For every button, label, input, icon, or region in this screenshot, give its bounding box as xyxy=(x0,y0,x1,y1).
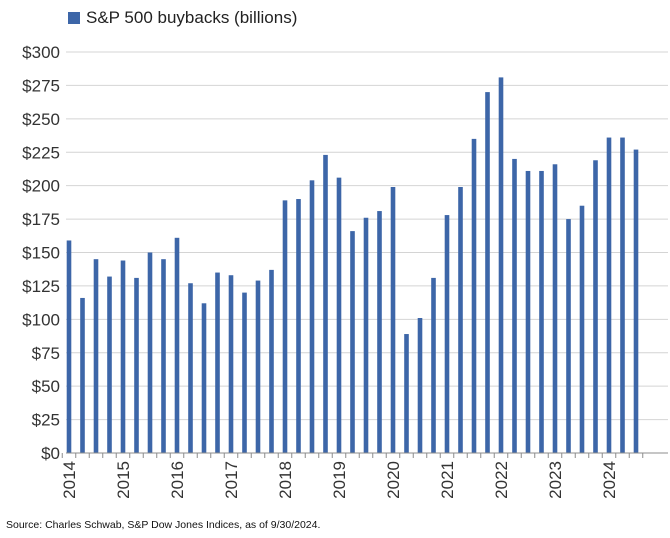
source-note: Source: Charles Schwab, S&P Dow Jones In… xyxy=(6,519,321,531)
bar xyxy=(93,259,99,453)
bar xyxy=(525,170,531,453)
bar xyxy=(606,137,612,454)
bar xyxy=(323,154,328,454)
x-tick-label: 2022 xyxy=(492,461,511,499)
legend: S&P 500 buybacks (billions) xyxy=(68,8,297,28)
y-tick-label: $75 xyxy=(32,344,60,363)
y-tick-label: $275 xyxy=(22,76,60,95)
bar xyxy=(593,160,598,453)
bar xyxy=(174,237,180,453)
bar xyxy=(458,187,463,453)
bars xyxy=(66,77,639,454)
bar xyxy=(255,280,261,453)
y-axis-ticks: $0 $25 $50 $75 $100 $125 $150 $175 $200 $225 $250 $… xyxy=(22,43,60,463)
y-tick-label: $50 xyxy=(32,377,60,396)
legend-label: S&P 500 buybacks (billions) xyxy=(86,8,298,27)
y-tick-label: $200 xyxy=(22,177,60,196)
bar xyxy=(377,211,382,453)
bar xyxy=(363,217,369,453)
bar xyxy=(431,277,436,453)
bar xyxy=(350,231,355,453)
x-tick-label: 2016 xyxy=(168,461,187,499)
x-tick-label: 2021 xyxy=(438,461,457,499)
bar xyxy=(336,177,342,453)
bar xyxy=(282,200,288,453)
y-tick-label: $125 xyxy=(22,277,60,296)
bar xyxy=(134,277,139,453)
bar xyxy=(579,205,585,453)
bar xyxy=(80,297,85,453)
bar xyxy=(404,334,409,453)
bar xyxy=(471,138,477,453)
bar xyxy=(120,260,126,453)
bar xyxy=(498,77,504,454)
x-tick-label: 2015 xyxy=(114,461,133,499)
x-tick-label: 2023 xyxy=(546,461,565,499)
bar xyxy=(188,283,193,453)
bar xyxy=(107,276,112,453)
x-tick-label: 2020 xyxy=(384,461,403,499)
bar xyxy=(296,199,301,453)
bar xyxy=(552,164,558,453)
x-tick-label: 2018 xyxy=(276,461,295,499)
bar xyxy=(215,272,220,453)
bar xyxy=(161,259,166,453)
y-tick-label: $25 xyxy=(32,411,60,430)
y-tick-label: $100 xyxy=(22,310,60,329)
bar xyxy=(539,170,544,453)
bar xyxy=(566,219,571,453)
x-axis xyxy=(61,452,668,458)
y-tick-label: $250 xyxy=(22,110,60,129)
y-tick-label: $225 xyxy=(22,143,60,162)
y-tick-label: $175 xyxy=(22,210,60,229)
y-tick-label: $0 xyxy=(41,444,60,463)
bar xyxy=(309,180,315,453)
x-axis-ticks: 2014 2015 2016 2017 2018 2019 2020 2021 2022 2023… xyxy=(60,461,619,499)
bar xyxy=(66,240,72,453)
legend-swatch xyxy=(68,12,80,24)
bar xyxy=(390,187,396,453)
x-tick-label: 2019 xyxy=(330,461,349,499)
bar xyxy=(417,318,423,453)
bar xyxy=(228,275,234,453)
bar xyxy=(512,158,517,453)
bar xyxy=(633,149,639,453)
bar xyxy=(620,137,625,454)
y-tick-label: $150 xyxy=(22,244,60,263)
x-tick-label: 2024 xyxy=(600,461,619,499)
bar xyxy=(147,252,153,453)
y-tick-label: $300 xyxy=(22,43,60,62)
x-tick-label: 2014 xyxy=(60,461,79,499)
bar xyxy=(201,303,207,453)
bar xyxy=(242,292,247,453)
bar xyxy=(444,215,450,453)
bar xyxy=(485,92,490,453)
x-tick-label: 2017 xyxy=(222,461,241,499)
bar xyxy=(269,269,274,453)
